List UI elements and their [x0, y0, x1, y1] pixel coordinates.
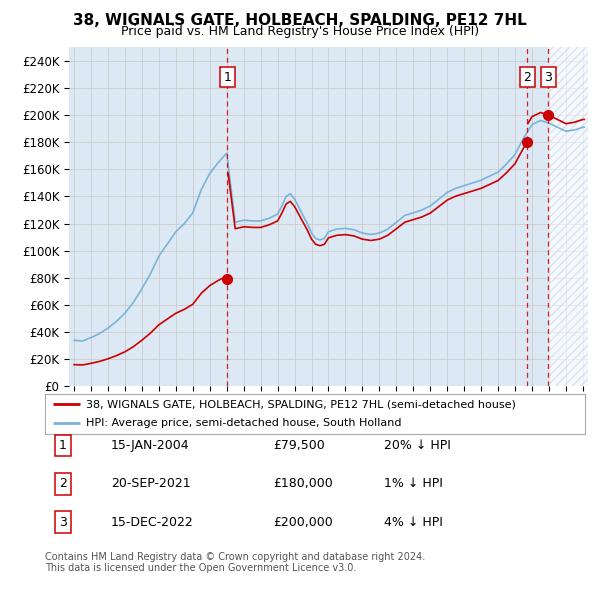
Text: This data is licensed under the Open Government Licence v3.0.: This data is licensed under the Open Gov…	[45, 563, 356, 573]
Text: 1% ↓ HPI: 1% ↓ HPI	[384, 477, 443, 490]
Text: 38, WIGNALS GATE, HOLBEACH, SPALDING, PE12 7HL: 38, WIGNALS GATE, HOLBEACH, SPALDING, PE…	[73, 13, 527, 28]
Text: 20-SEP-2021: 20-SEP-2021	[111, 477, 191, 490]
Text: 2: 2	[523, 71, 531, 84]
Text: HPI: Average price, semi-detached house, South Holland: HPI: Average price, semi-detached house,…	[86, 418, 401, 428]
Text: 15-JAN-2004: 15-JAN-2004	[111, 439, 190, 452]
Text: 20% ↓ HPI: 20% ↓ HPI	[384, 439, 451, 452]
Text: £79,500: £79,500	[273, 439, 325, 452]
Text: 3: 3	[544, 71, 552, 84]
Text: Price paid vs. HM Land Registry's House Price Index (HPI): Price paid vs. HM Land Registry's House …	[121, 25, 479, 38]
Text: £180,000: £180,000	[273, 477, 333, 490]
Text: 3: 3	[59, 516, 67, 529]
Text: £200,000: £200,000	[273, 516, 333, 529]
Text: 2: 2	[59, 477, 67, 490]
Text: Contains HM Land Registry data © Crown copyright and database right 2024.: Contains HM Land Registry data © Crown c…	[45, 552, 425, 562]
Text: 4% ↓ HPI: 4% ↓ HPI	[384, 516, 443, 529]
Text: 38, WIGNALS GATE, HOLBEACH, SPALDING, PE12 7HL (semi-detached house): 38, WIGNALS GATE, HOLBEACH, SPALDING, PE…	[86, 399, 515, 409]
Text: 15-DEC-2022: 15-DEC-2022	[111, 516, 194, 529]
Text: 1: 1	[59, 439, 67, 452]
Text: 1: 1	[223, 71, 232, 84]
